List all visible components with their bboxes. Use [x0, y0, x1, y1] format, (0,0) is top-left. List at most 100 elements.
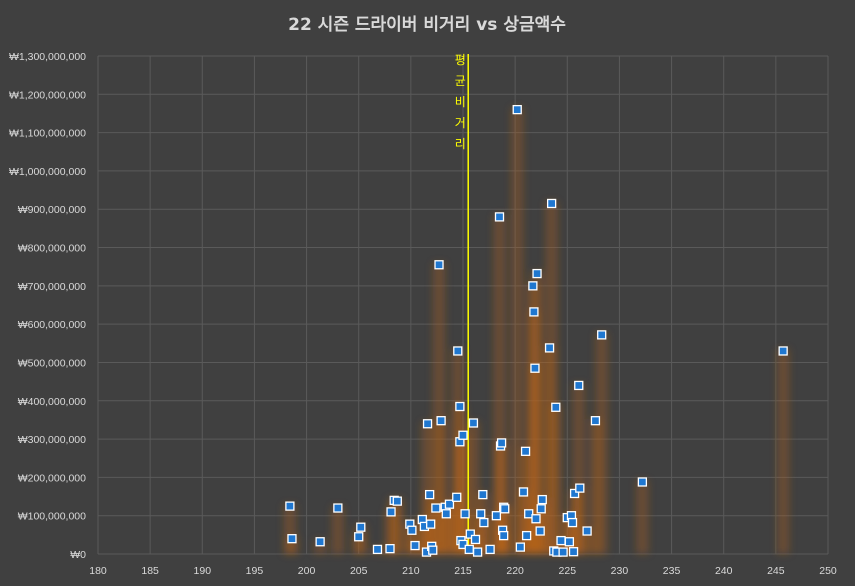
data-point	[285, 501, 295, 511]
data-point	[544, 343, 555, 353]
data-point	[407, 525, 417, 535]
data-point	[470, 534, 481, 545]
y-tick-label: ₩700,000,000	[18, 281, 86, 293]
data-point	[485, 544, 495, 555]
y-tick-label: ₩200,000,000	[18, 472, 86, 484]
marker-glow-bar	[636, 479, 649, 554]
data-points	[285, 104, 788, 557]
data-point	[556, 535, 566, 546]
data-point	[455, 401, 465, 412]
data-point	[476, 509, 486, 519]
marker-glow-bar	[549, 405, 562, 554]
y-tick-label: ₩0	[70, 549, 86, 561]
x-tick-label: 210	[402, 565, 420, 577]
y-tick-label: ₩600,000,000	[18, 319, 86, 331]
data-point	[569, 488, 580, 499]
data-point	[637, 477, 648, 487]
data-point	[426, 519, 436, 529]
x-tick-label: 245	[767, 565, 785, 577]
data-point	[590, 416, 601, 426]
data-point	[494, 212, 505, 222]
y-tick-label: ₩900,000,000	[18, 204, 86, 216]
marker-glow-bar	[331, 506, 344, 554]
y-axis-tick-labels: ₩0 ₩100,000,000 ₩200,000,000 ₩300,000,000 ₩4…	[9, 51, 86, 561]
data-point	[524, 509, 534, 519]
data-point	[568, 547, 579, 557]
x-tick-label: 230	[611, 565, 629, 577]
data-point	[778, 346, 788, 356]
data-point	[575, 483, 585, 493]
data-point	[512, 104, 522, 115]
data-point	[453, 346, 463, 356]
x-tick-label: 190	[194, 565, 212, 577]
data-point	[436, 416, 446, 426]
x-tick-label: 250	[819, 565, 837, 577]
data-point	[499, 530, 509, 541]
x-axis-tick-labels: 180 185 190 195 200 205 210 215 220 225 230 235 240 2…	[89, 565, 837, 577]
data-point	[521, 530, 532, 541]
data-point	[428, 545, 438, 555]
data-point	[424, 489, 435, 500]
data-point	[597, 330, 607, 340]
y-tick-label: ₩1,200,000,000	[9, 89, 86, 101]
data-point	[458, 430, 468, 440]
data-point	[315, 537, 325, 547]
data-point	[515, 542, 526, 552]
data-point	[536, 504, 546, 514]
y-tick-label: ₩400,000,000	[18, 396, 86, 408]
data-point	[452, 492, 462, 502]
data-point	[478, 489, 488, 500]
marker-glow-bar	[531, 271, 544, 554]
marker-glow-bar	[777, 348, 790, 554]
data-point	[444, 499, 455, 509]
data-point	[431, 503, 441, 513]
data-point	[410, 540, 420, 551]
data-point	[460, 509, 470, 519]
data-point	[385, 543, 395, 554]
marker-glow-bar	[595, 332, 608, 554]
data-point	[354, 532, 364, 542]
data-point	[537, 494, 547, 505]
y-tick-label: ₩1,300,000,000	[9, 51, 86, 63]
data-point	[500, 504, 510, 514]
data-point	[287, 534, 297, 544]
chart-title: 22 시즌 드라이버 비거리 vs 상금액수	[288, 15, 566, 35]
x-tick-label: 185	[141, 565, 159, 577]
data-point	[518, 487, 529, 497]
data-point	[574, 380, 584, 391]
data-point	[530, 363, 540, 373]
data-point	[528, 281, 538, 291]
data-point	[551, 402, 561, 412]
data-point	[535, 526, 545, 536]
x-tick-label: 200	[298, 565, 316, 577]
marker-glow-bar	[511, 107, 524, 554]
data-point	[434, 260, 444, 270]
data-point	[564, 537, 575, 547]
data-point	[465, 529, 475, 539]
data-point	[529, 307, 539, 317]
data-point	[546, 198, 557, 209]
data-point	[333, 503, 343, 513]
x-tick-label: 235	[663, 565, 681, 577]
data-point	[386, 507, 396, 517]
data-point	[531, 514, 541, 524]
data-point	[582, 526, 592, 536]
data-point	[392, 496, 402, 506]
data-point	[491, 511, 502, 521]
x-tick-label: 205	[350, 565, 368, 577]
x-tick-label: 220	[506, 565, 524, 577]
data-point	[520, 446, 531, 456]
data-point	[472, 547, 483, 557]
x-tick-label: 240	[715, 565, 733, 577]
y-tick-label: ₩100,000,000	[18, 511, 86, 523]
data-point	[496, 438, 507, 448]
data-point	[468, 418, 479, 428]
y-tick-label: ₩1,100,000,000	[9, 128, 86, 140]
data-point	[458, 539, 468, 550]
data-point	[567, 517, 578, 528]
data-point	[479, 517, 489, 528]
x-tick-label: 180	[89, 565, 107, 577]
